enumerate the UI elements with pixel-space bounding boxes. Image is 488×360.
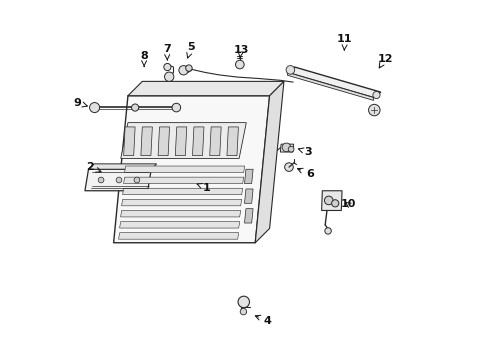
Polygon shape (121, 123, 246, 158)
Circle shape (282, 143, 290, 152)
Text: 8: 8 (140, 51, 148, 67)
Circle shape (284, 163, 293, 171)
Text: 10: 10 (340, 199, 355, 210)
Circle shape (235, 60, 244, 69)
Circle shape (163, 63, 171, 71)
Circle shape (368, 104, 379, 116)
Polygon shape (128, 81, 284, 96)
Text: 2: 2 (85, 162, 101, 172)
Circle shape (116, 177, 122, 183)
Circle shape (172, 103, 180, 112)
Circle shape (240, 309, 246, 315)
Polygon shape (321, 191, 341, 211)
Text: 4: 4 (255, 315, 271, 325)
Polygon shape (88, 164, 156, 169)
Text: 11: 11 (336, 35, 352, 50)
Circle shape (324, 196, 332, 205)
Polygon shape (287, 67, 380, 98)
Polygon shape (192, 127, 203, 156)
Polygon shape (141, 127, 152, 156)
Polygon shape (124, 166, 244, 172)
Text: 7: 7 (163, 45, 171, 60)
Polygon shape (226, 127, 238, 156)
Polygon shape (85, 169, 151, 191)
Text: 12: 12 (377, 54, 392, 68)
Text: 9: 9 (73, 98, 87, 108)
Polygon shape (280, 144, 293, 152)
Circle shape (98, 177, 104, 183)
Polygon shape (175, 127, 186, 156)
Polygon shape (209, 127, 221, 156)
Text: 5: 5 (186, 42, 195, 58)
Circle shape (324, 228, 330, 234)
Polygon shape (244, 209, 253, 223)
Polygon shape (158, 127, 169, 156)
Polygon shape (244, 169, 253, 184)
Polygon shape (122, 199, 241, 206)
Polygon shape (255, 81, 284, 243)
Circle shape (372, 91, 379, 99)
Text: 6: 6 (297, 168, 313, 179)
Polygon shape (123, 177, 243, 184)
Circle shape (285, 66, 294, 74)
Polygon shape (122, 188, 242, 195)
Circle shape (134, 177, 140, 183)
Polygon shape (287, 72, 373, 100)
Circle shape (331, 200, 338, 207)
Polygon shape (120, 222, 239, 228)
Circle shape (238, 296, 249, 308)
Circle shape (185, 65, 192, 71)
Text: 13: 13 (233, 45, 248, 58)
Polygon shape (119, 233, 238, 239)
Polygon shape (123, 127, 135, 156)
Text: 3: 3 (298, 147, 311, 157)
Circle shape (164, 72, 174, 81)
Polygon shape (113, 96, 269, 243)
Polygon shape (121, 211, 240, 217)
Text: 1: 1 (197, 183, 210, 193)
Circle shape (287, 146, 293, 152)
Polygon shape (244, 189, 253, 203)
Circle shape (131, 104, 139, 111)
Circle shape (89, 103, 100, 113)
Circle shape (179, 66, 188, 75)
